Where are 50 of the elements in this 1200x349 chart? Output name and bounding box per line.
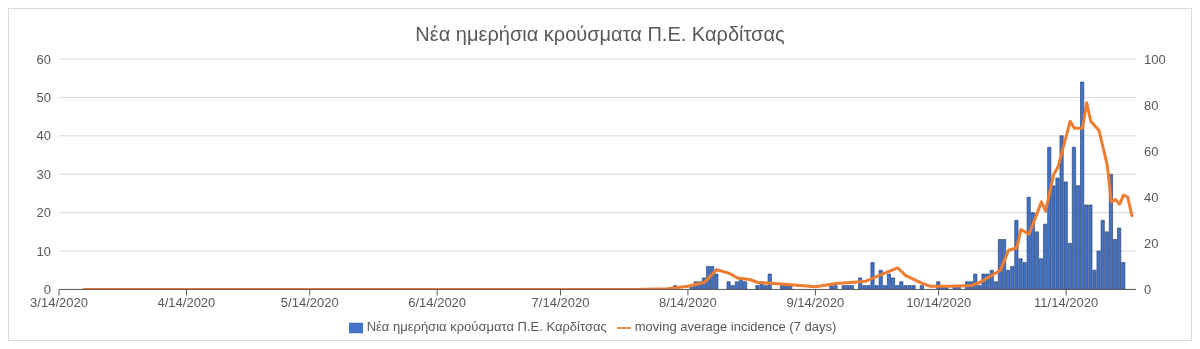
- bar: [1026, 196, 1031, 290]
- y2-tick-label: 60: [1144, 143, 1159, 159]
- y-tick-label: 60: [36, 51, 51, 67]
- bar: [730, 285, 735, 290]
- y-tick-label: 50: [36, 90, 51, 106]
- chart-title: Νέα ημερήσια κρούσματα Π.Ε. Καρδίτσας: [414, 23, 786, 46]
- legend-label: Νέα ημερήσια κρούσματα Π.Ε. Καρδίτσας: [366, 319, 607, 335]
- bar: [1080, 81, 1085, 290]
- y2-tick-label: 80: [1144, 97, 1159, 113]
- bar: [726, 281, 731, 290]
- bar: [1047, 147, 1052, 290]
- bar: [907, 285, 912, 290]
- x-tick-label: 9/14/2020: [786, 294, 845, 310]
- x-tick-label: 10/14/2020: [906, 294, 972, 310]
- x-tick-label: 11/14/2020: [1034, 294, 1099, 310]
- x-tick-label: 7/14/2020: [531, 294, 590, 310]
- bar: [891, 277, 896, 290]
- bar: [850, 285, 854, 290]
- bar: [911, 285, 916, 290]
- bar: [1071, 147, 1076, 290]
- bar: [1014, 220, 1019, 290]
- y2-tick-label: 40: [1144, 189, 1159, 205]
- bar: [1059, 135, 1064, 290]
- x-tick-label: 4/14/2020: [157, 294, 216, 310]
- bar: [903, 285, 908, 290]
- bar: [1088, 204, 1093, 290]
- line-series: [82, 101, 1134, 290]
- y-tick-label: 10: [36, 243, 51, 259]
- y2-tick-label: 20: [1144, 235, 1159, 251]
- y-tick-label: 20: [36, 205, 51, 221]
- bar: [788, 285, 793, 290]
- bar: [734, 281, 739, 290]
- bar: [845, 285, 850, 290]
- bar: [899, 281, 904, 290]
- legend-label: moving average incidence (7 days): [634, 319, 837, 335]
- bar: [755, 285, 760, 290]
- x-tick-label: 8/14/2020: [659, 294, 717, 310]
- x-tick-label: 6/14/2020: [408, 294, 467, 310]
- y2-tick-label: 0: [1144, 282, 1152, 298]
- y2-tick-label: 100: [1144, 51, 1166, 67]
- bar: [743, 281, 748, 290]
- y-tick-label: 40: [36, 128, 51, 144]
- bar: [1117, 227, 1122, 290]
- bar: [833, 285, 838, 290]
- x-tick-label: 5/14/2020: [280, 294, 339, 310]
- y-tick-label: 30: [36, 166, 51, 182]
- bar: [1100, 220, 1105, 290]
- bar: [887, 273, 891, 290]
- bar: [841, 285, 846, 290]
- bar: [919, 285, 924, 290]
